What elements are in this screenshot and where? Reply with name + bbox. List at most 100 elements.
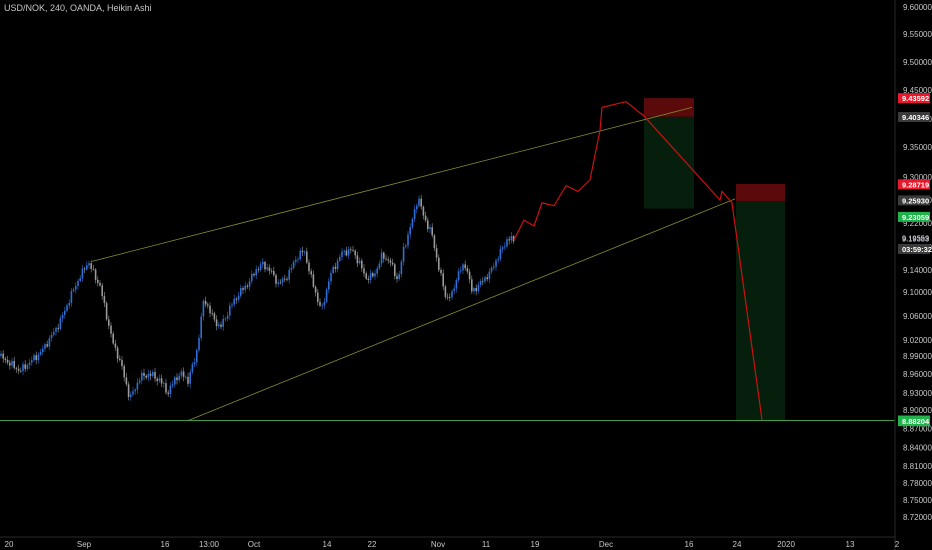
- price-tag-bg: [898, 179, 930, 190]
- price-tag-label: 9.25930: [902, 196, 929, 205]
- candle-body: [435, 248, 438, 258]
- candle-body: [68, 302, 70, 306]
- price-tick-label: 9.35000: [903, 143, 932, 152]
- candle-body: [259, 264, 262, 270]
- candle-body: [471, 279, 473, 292]
- candle-body: [193, 362, 196, 365]
- candle-body: [35, 355, 37, 361]
- candle-body: [495, 260, 497, 267]
- candle-body: [460, 270, 462, 272]
- candle-body: [321, 305, 323, 307]
- candle-body: [442, 273, 444, 287]
- candle-body: [420, 198, 422, 207]
- candle-body: [328, 281, 330, 290]
- candle-body: [189, 372, 191, 384]
- candle-body: [284, 278, 286, 280]
- price-tag-bg: [898, 244, 930, 255]
- candle-body: [46, 344, 48, 347]
- candle-body: [116, 347, 119, 359]
- candle-body: [123, 366, 125, 378]
- candle-body: [88, 263, 90, 266]
- price-tick-label: 9.14000: [903, 266, 932, 275]
- candle-body: [55, 327, 57, 332]
- candle-body: [169, 385, 172, 395]
- time-tick-label: 11: [482, 540, 491, 549]
- candle-body: [167, 392, 169, 395]
- candle-body: [446, 296, 449, 298]
- candle-body: [226, 315, 229, 319]
- candle-body: [50, 334, 53, 339]
- candle-body: [504, 246, 506, 248]
- candle-body: [306, 251, 308, 263]
- candles-layer: [0, 194, 515, 401]
- price-tick-label: 9.60000: [903, 3, 932, 12]
- candle-body: [202, 300, 205, 317]
- candle-body: [365, 273, 367, 279]
- candle-body: [231, 304, 233, 306]
- candle-body: [427, 220, 429, 230]
- price-tick-label: 9.50000: [903, 58, 932, 67]
- candle-body: [268, 267, 271, 271]
- candle-body: [79, 278, 81, 281]
- candle-body: [369, 273, 372, 281]
- candle-body: [0, 353, 2, 356]
- price-tag-label: 03:59:32: [902, 245, 932, 254]
- candle-body: [376, 268, 378, 274]
- candle-body: [336, 260, 339, 269]
- price-tick-label: 8.96000: [903, 370, 932, 379]
- candle-body: [70, 291, 73, 303]
- candle-body: [356, 255, 359, 264]
- candle-body: [482, 281, 484, 282]
- candle-body: [387, 259, 389, 261]
- target-zone-2: [736, 201, 785, 421]
- candle-body: [2, 353, 4, 359]
- candle-body: [367, 278, 370, 281]
- candle-body: [301, 250, 304, 253]
- candle-body: [17, 368, 20, 371]
- candle-body: [292, 261, 295, 268]
- time-axis[interactable]: 20 Sep 16 13:00 Oct 14 22 Nov 11 19 Dec 16 24 2020 13 2: [5, 540, 900, 549]
- projection-path: [513, 100, 763, 421]
- candle-body: [215, 319, 218, 327]
- candle-body: [405, 245, 407, 247]
- candle-body: [83, 268, 86, 270]
- candle-body: [174, 377, 176, 385]
- time-tick-label: 16: [685, 540, 694, 549]
- candle-body: [358, 260, 361, 264]
- candle-body: [37, 354, 40, 361]
- price-tick-label: 9.22000: [903, 219, 932, 228]
- candle-body: [409, 227, 411, 235]
- price-tick-label: 8.81000: [903, 462, 932, 471]
- candle-body: [48, 338, 51, 347]
- candle-body: [163, 383, 165, 384]
- candle-body: [506, 239, 508, 247]
- candle-body: [152, 372, 154, 376]
- price-tag-label: 9.28719: [902, 180, 929, 189]
- price-tag-label: 8.88204: [902, 417, 930, 426]
- candle-body: [279, 282, 282, 284]
- candle-body: [490, 267, 493, 272]
- candle-body: [138, 380, 141, 383]
- candle-body: [86, 265, 88, 270]
- candle-body: [20, 370, 22, 372]
- candle-body: [303, 251, 306, 253]
- drawings-layer: [0, 100, 895, 421]
- candle-body: [81, 268, 84, 279]
- candle-body: [246, 285, 249, 287]
- candle-body: [33, 355, 35, 361]
- candle-body: [510, 236, 513, 241]
- candle-body: [440, 269, 442, 274]
- candle-body: [127, 384, 130, 397]
- candle-body: [264, 262, 266, 270]
- time-tick-label: Nov: [431, 540, 445, 549]
- candle-body: [244, 285, 246, 290]
- candle-body: [13, 360, 15, 368]
- candle-body: [31, 360, 33, 363]
- candle-body: [178, 375, 180, 381]
- candle-body: [277, 282, 279, 284]
- candle-body: [332, 266, 334, 273]
- candle-body: [418, 198, 420, 206]
- time-tick-label: 22: [368, 540, 377, 549]
- candle-body: [44, 344, 46, 349]
